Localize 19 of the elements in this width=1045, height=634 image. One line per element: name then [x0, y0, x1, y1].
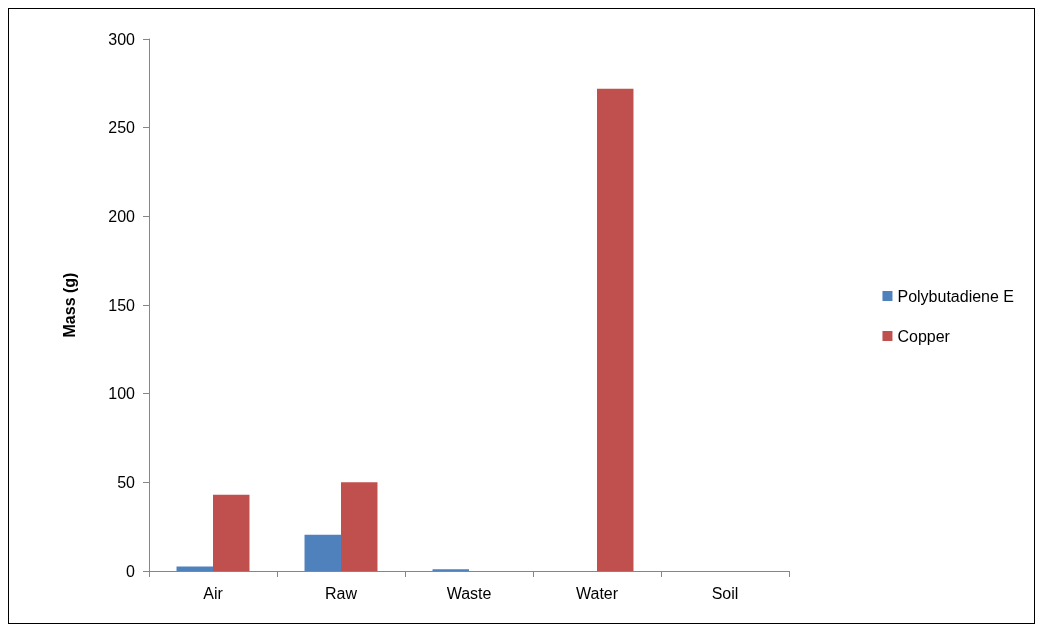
bar	[213, 494, 250, 571]
y-tick-label: 50	[117, 473, 136, 491]
y-tick-label: 200	[108, 207, 136, 225]
x-tick-label: Soil	[711, 584, 739, 602]
y-tick-label: 250	[108, 119, 136, 137]
x-tick-label: Raw	[324, 584, 358, 602]
x-tick-label: Air	[203, 584, 224, 602]
y-axis-title: Mass (g)	[60, 272, 78, 338]
y-tick-label: 300	[108, 30, 136, 48]
x-tick-label: Waste	[446, 584, 492, 602]
y-tick-label: 150	[108, 296, 136, 314]
x-tick-label: Water	[575, 584, 619, 602]
legend-label: Polybutadiene E	[897, 287, 1014, 305]
bar	[341, 482, 378, 571]
bar	[597, 88, 634, 571]
bar	[304, 534, 341, 571]
y-tick-label: 100	[108, 385, 136, 403]
y-tick-label: 0	[126, 562, 136, 580]
legend-label: Copper	[897, 327, 951, 345]
